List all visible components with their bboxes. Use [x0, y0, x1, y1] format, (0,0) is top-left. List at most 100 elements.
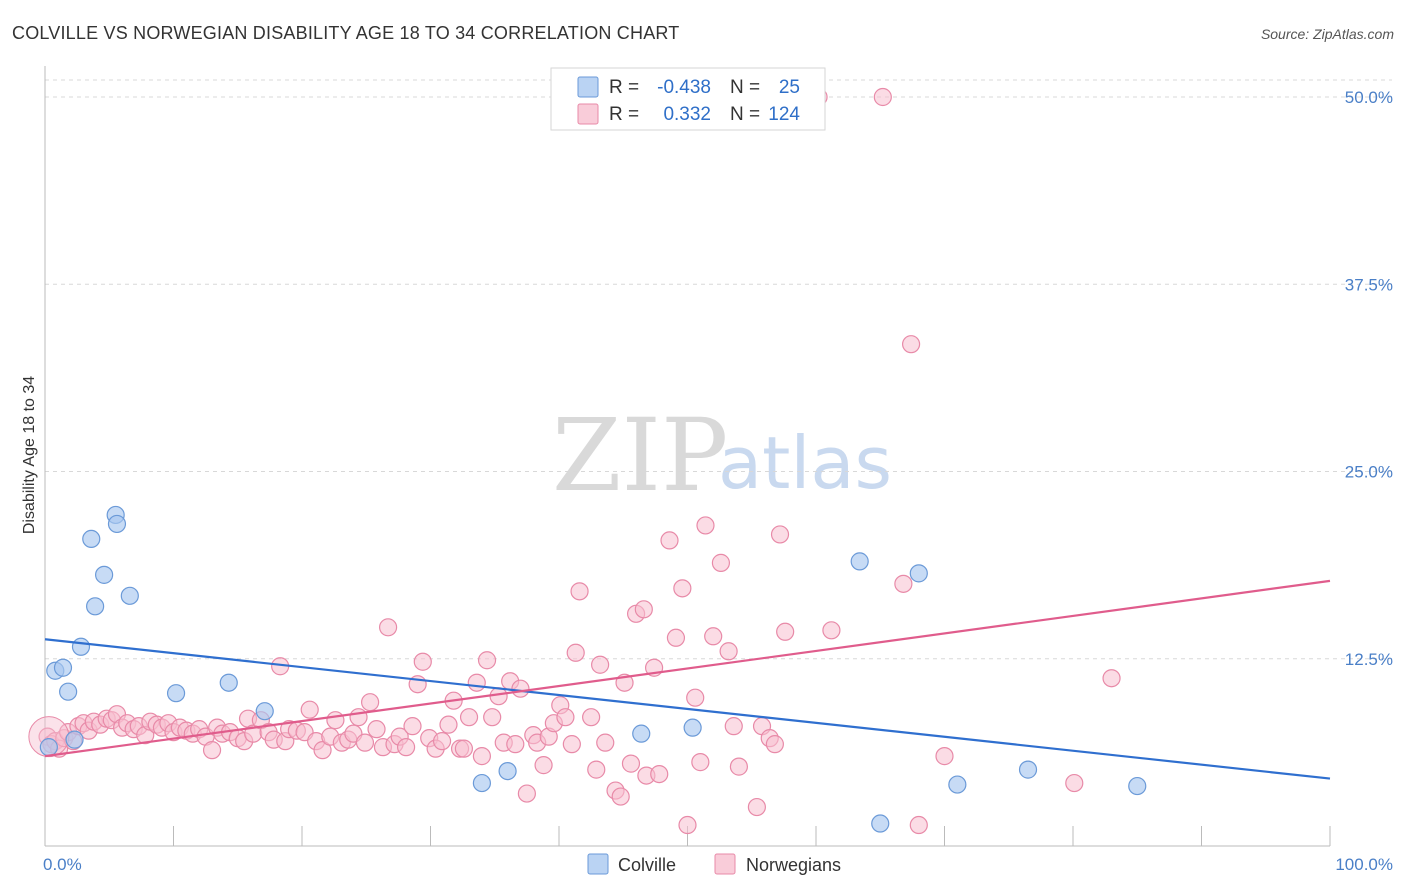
colville-point-8: [95, 565, 114, 584]
colville-point-6: [82, 529, 101, 549]
legend-norwegian-n-label: N =: [730, 104, 760, 125]
watermark-zip: ZIP: [552, 397, 728, 514]
norwegian-point-122: [765, 735, 784, 754]
norwegian-point-78: [489, 687, 508, 706]
bottom-legend-norwegians-label: Norwegians: [746, 855, 841, 875]
norwegian-point-107: [660, 531, 679, 550]
y-tick-label-0: 12.5%: [1345, 650, 1393, 669]
norwegian-point-128: [894, 574, 913, 593]
colville-point-24: [1128, 776, 1147, 796]
norwegian-point-55: [355, 733, 375, 752]
norwegian-point-115: [711, 553, 731, 572]
norwegian-point-126: [822, 621, 841, 640]
bottom-legend-norwegians-swatch: [714, 853, 736, 875]
norwegian-point-112: [691, 753, 710, 772]
bottom-legend-colville-label: Colville: [618, 855, 676, 875]
norwegian-point-127: [873, 87, 892, 107]
colville-point-11: [120, 586, 139, 605]
y-tick-label-1: 25.0%: [1345, 463, 1393, 482]
colville-point-23: [1018, 760, 1038, 779]
norwegian-point-74: [467, 673, 486, 692]
y-tick-label-3: 50.0%: [1345, 88, 1393, 107]
norwegian-point-57: [367, 720, 386, 739]
colville-points: [39, 505, 1147, 833]
norwegian-point-95: [587, 760, 606, 779]
chart-source: Source: ZipAtlas.com: [1261, 26, 1394, 42]
norwegian-point-91: [562, 735, 581, 754]
legend-colville-swatch: [577, 76, 599, 98]
norwegian-point-75: [472, 747, 491, 766]
y-tick-labels: 12.5% 25.0% 37.5% 50.0%: [1345, 88, 1393, 669]
series-legend: Colville Norwegians: [587, 853, 841, 875]
legend-colville-r-label: R =: [609, 77, 639, 98]
norwegian-point-62: [396, 738, 416, 757]
colville-point-19: [850, 552, 869, 571]
colville-point-12: [166, 684, 186, 703]
norwegian-point-108: [666, 628, 686, 647]
colville-point-18: [683, 718, 702, 737]
colville-point-13: [219, 673, 238, 692]
norwegian-point-117: [724, 717, 743, 736]
norwegian-point-124: [776, 622, 795, 641]
colville-point-10: [107, 514, 127, 534]
bottom-legend-colville-swatch: [587, 853, 609, 875]
norwegian-point-83: [517, 784, 536, 803]
colville-point-3: [59, 682, 78, 701]
norwegian-point-54: [349, 708, 368, 727]
norwegian-point-99: [611, 787, 630, 806]
norwegian-point-93: [570, 582, 589, 601]
correlation-legend: R = -0.438 N = 25 R = 0.332 N = 124: [550, 67, 826, 131]
colville-point-7: [86, 597, 105, 616]
legend-norwegian-n-value: 124: [768, 104, 800, 125]
norwegian-point-72: [454, 739, 474, 758]
colville-point-20: [871, 814, 890, 833]
norwegian-point-96: [591, 655, 610, 674]
norwegian-point-131: [935, 747, 954, 766]
colville-point-4: [65, 730, 84, 749]
legend-colville-r-value: -0.438: [657, 77, 711, 98]
colville-point-2: [53, 658, 73, 677]
norwegian-point-123: [770, 525, 790, 544]
norwegian-point-69: [439, 715, 458, 734]
watermark: ZIP atlas: [552, 397, 892, 514]
norwegian-point-76: [477, 651, 497, 670]
axes: [44, 66, 1331, 847]
chart-title: COLVILLE VS NORWEGIAN DISABILITY AGE 18 …: [12, 23, 679, 43]
norwegian-point-106: [650, 764, 669, 784]
norwegian-point-92: [566, 643, 585, 662]
norwegian-point-73: [459, 708, 479, 727]
colville-point-17: [632, 724, 651, 743]
y-axis-label: Disability Age 18 to 34: [21, 376, 38, 534]
norwegian-point-81: [506, 735, 525, 754]
norwegian-point-56: [361, 693, 380, 712]
norwegian-point-111: [686, 688, 705, 707]
norwegian-point-103: [634, 600, 653, 619]
norwegian-point-116: [719, 642, 738, 661]
norwegian-point-59: [378, 618, 398, 637]
colville-trend-line: [44, 638, 1331, 780]
norwegian-point-63: [403, 717, 422, 736]
norwegian-point-129: [901, 335, 921, 354]
norwegian-point-110: [678, 815, 697, 835]
norwegian-point-130: [909, 815, 928, 835]
legend-norwegian-r-label: R =: [609, 104, 639, 125]
x-tick-labels: 0.0% 100.0%: [43, 855, 1393, 874]
norwegian-point-109: [673, 579, 692, 598]
colville-point-14: [255, 702, 274, 721]
x-tick-label-0: 0.0%: [43, 855, 82, 874]
colville-point-21: [909, 564, 928, 583]
norwegian-point-46: [300, 700, 319, 719]
norwegian-point-82: [511, 679, 530, 698]
x-tick-label-1: 100.0%: [1335, 855, 1393, 874]
legend-colville-n-label: N =: [730, 77, 760, 98]
norwegian-point-48: [313, 741, 332, 760]
colville-point-0: [39, 738, 58, 757]
norwegian-point-97: [596, 733, 615, 752]
colville-point-22: [948, 775, 967, 794]
legend-norwegian-swatch: [577, 103, 599, 125]
norwegian-point-132: [1065, 773, 1084, 793]
norwegian-point-68: [432, 732, 452, 751]
norwegian-point-114: [704, 627, 723, 646]
norwegian-point-118: [729, 757, 749, 776]
trend-lines: [44, 579, 1331, 780]
